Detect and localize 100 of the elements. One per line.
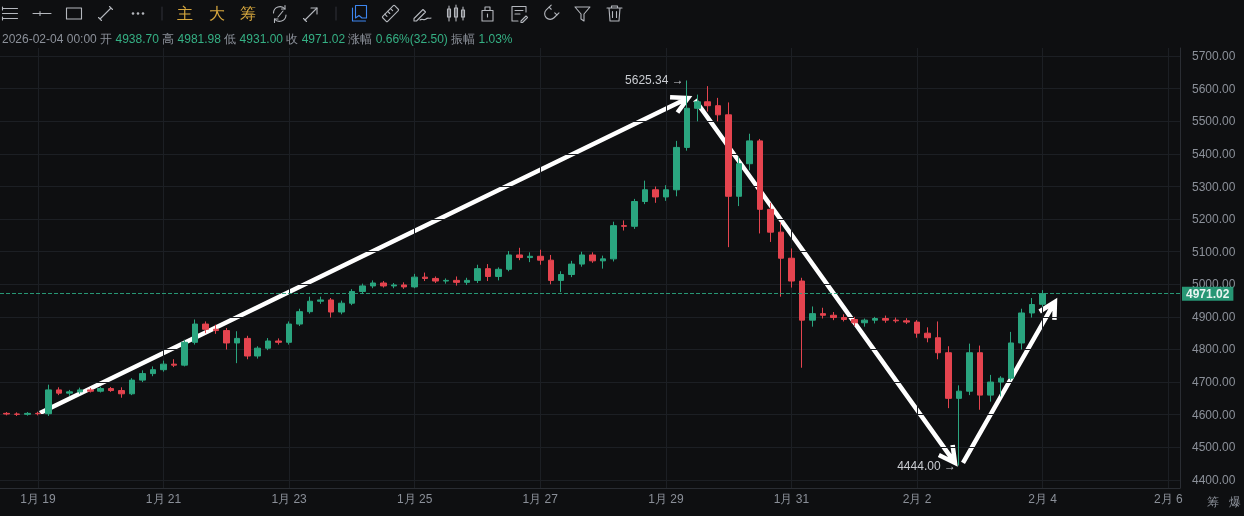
candlestick (485, 263, 491, 282)
y-tick-label: 5400.00 (1192, 146, 1236, 161)
candlestick (380, 280, 387, 289)
candlestick (3, 411, 10, 416)
candlestick (694, 94, 701, 122)
candlestick (317, 296, 324, 305)
candlestick (286, 320, 292, 346)
candlestick (14, 411, 20, 417)
candlestick (977, 345, 983, 411)
x-tick-label: 2月 2 (902, 492, 932, 506)
candlestick (631, 198, 638, 230)
candlestick (181, 339, 188, 367)
candlestick (841, 313, 847, 322)
candlestick (673, 140, 680, 197)
candlestick (778, 221, 784, 298)
candlestick (652, 186, 659, 204)
candlestick (506, 250, 512, 272)
candlestick (453, 275, 460, 287)
y-tick-label: 5300.00 (1192, 179, 1236, 194)
candlestick (87, 387, 94, 393)
candlestick (77, 387, 83, 395)
x-tick-label: 1月 23 (271, 492, 308, 506)
candlestick (715, 97, 721, 122)
candlestick (223, 327, 230, 350)
candlestick (338, 300, 345, 315)
candlestick (328, 297, 334, 319)
candlestick (736, 156, 742, 207)
candlestick (809, 305, 816, 328)
candlestick (464, 277, 470, 286)
x-tick-label: 1月 29 (648, 492, 684, 506)
candlestick (97, 386, 104, 393)
candlestick (966, 343, 973, 396)
x-tick-label: 2月 6 (1153, 492, 1183, 506)
candlestick (820, 307, 826, 320)
candlestick (767, 202, 774, 243)
candlestick (45, 384, 52, 417)
candlestick (202, 320, 209, 334)
x-tick-label: 1月 25 (397, 492, 433, 506)
candlestick (788, 247, 795, 289)
candlestick (443, 277, 449, 285)
candlestick (568, 260, 575, 278)
text: 大 (209, 5, 225, 23)
candlestick (192, 319, 198, 346)
candlestick (725, 101, 732, 248)
candlestick (757, 138, 763, 234)
candlestick (56, 386, 62, 396)
x-tick-label: 1月 19 (20, 492, 56, 506)
y-tick-label: 4400.00 (1192, 472, 1236, 487)
y-tick-label: 4600.00 (1192, 407, 1236, 422)
candlestick (1018, 308, 1025, 350)
candlestick (401, 281, 407, 290)
candlestick (275, 337, 282, 346)
candlestick (799, 277, 805, 369)
candlestick (244, 335, 251, 360)
y-tick-label: 5700.00 (1192, 49, 1236, 64)
candlestick (370, 279, 376, 289)
candlestick (882, 315, 889, 324)
candlestick (548, 254, 554, 285)
candlestick (307, 296, 313, 315)
candlestick (391, 282, 397, 289)
text: 爆 (1229, 494, 1241, 511)
candlestick (600, 255, 606, 270)
candlestick (704, 85, 711, 113)
candlestick (537, 249, 544, 266)
candlestick (935, 320, 941, 360)
x-tick-label: 1月 27 (522, 492, 559, 506)
x-tick-label: 1月 31 (773, 492, 810, 506)
candlestick (956, 384, 962, 467)
y-tick-label: 5600.00 (1192, 81, 1236, 96)
candlestick (945, 345, 952, 409)
candlestick (746, 133, 753, 171)
y-tick-label: 4500.00 (1192, 440, 1236, 455)
candlestick (642, 180, 648, 205)
candlestick (830, 311, 837, 321)
y-tick-label: 4800.00 (1192, 342, 1236, 357)
candlestick (213, 324, 219, 335)
candlestick (589, 251, 596, 264)
candlestick (663, 184, 669, 202)
y-tick-label: 5200.00 (1192, 212, 1236, 227)
text: 筹 (240, 5, 256, 23)
candlestick (160, 360, 167, 373)
candlestick (987, 374, 994, 403)
y-tick-label: 4700.00 (1192, 375, 1236, 390)
candlestick (903, 317, 910, 325)
x-tick-label: 1月 21 (145, 492, 182, 506)
candlestick (610, 221, 617, 262)
candlestick (108, 386, 114, 393)
candlestick (1029, 297, 1035, 319)
candlestick (234, 330, 240, 364)
candlestick (924, 326, 931, 343)
y-tick-label: 4900.00 (1192, 309, 1236, 324)
candlestick (296, 308, 303, 327)
text: 2026-02-04 00:00 开 4938.70 高 4981.98 低 4931.00 收 4971.02 涨幅 0.66%(32.50) 振幅 1.03% (2, 32, 513, 46)
candlestick (684, 79, 690, 152)
candlestick (265, 337, 271, 351)
x-tick-label: 2月 4 (1028, 492, 1058, 506)
candlestick (118, 386, 125, 399)
candlestick (914, 319, 920, 339)
candlestick (1008, 331, 1014, 381)
candlestick (527, 251, 533, 263)
